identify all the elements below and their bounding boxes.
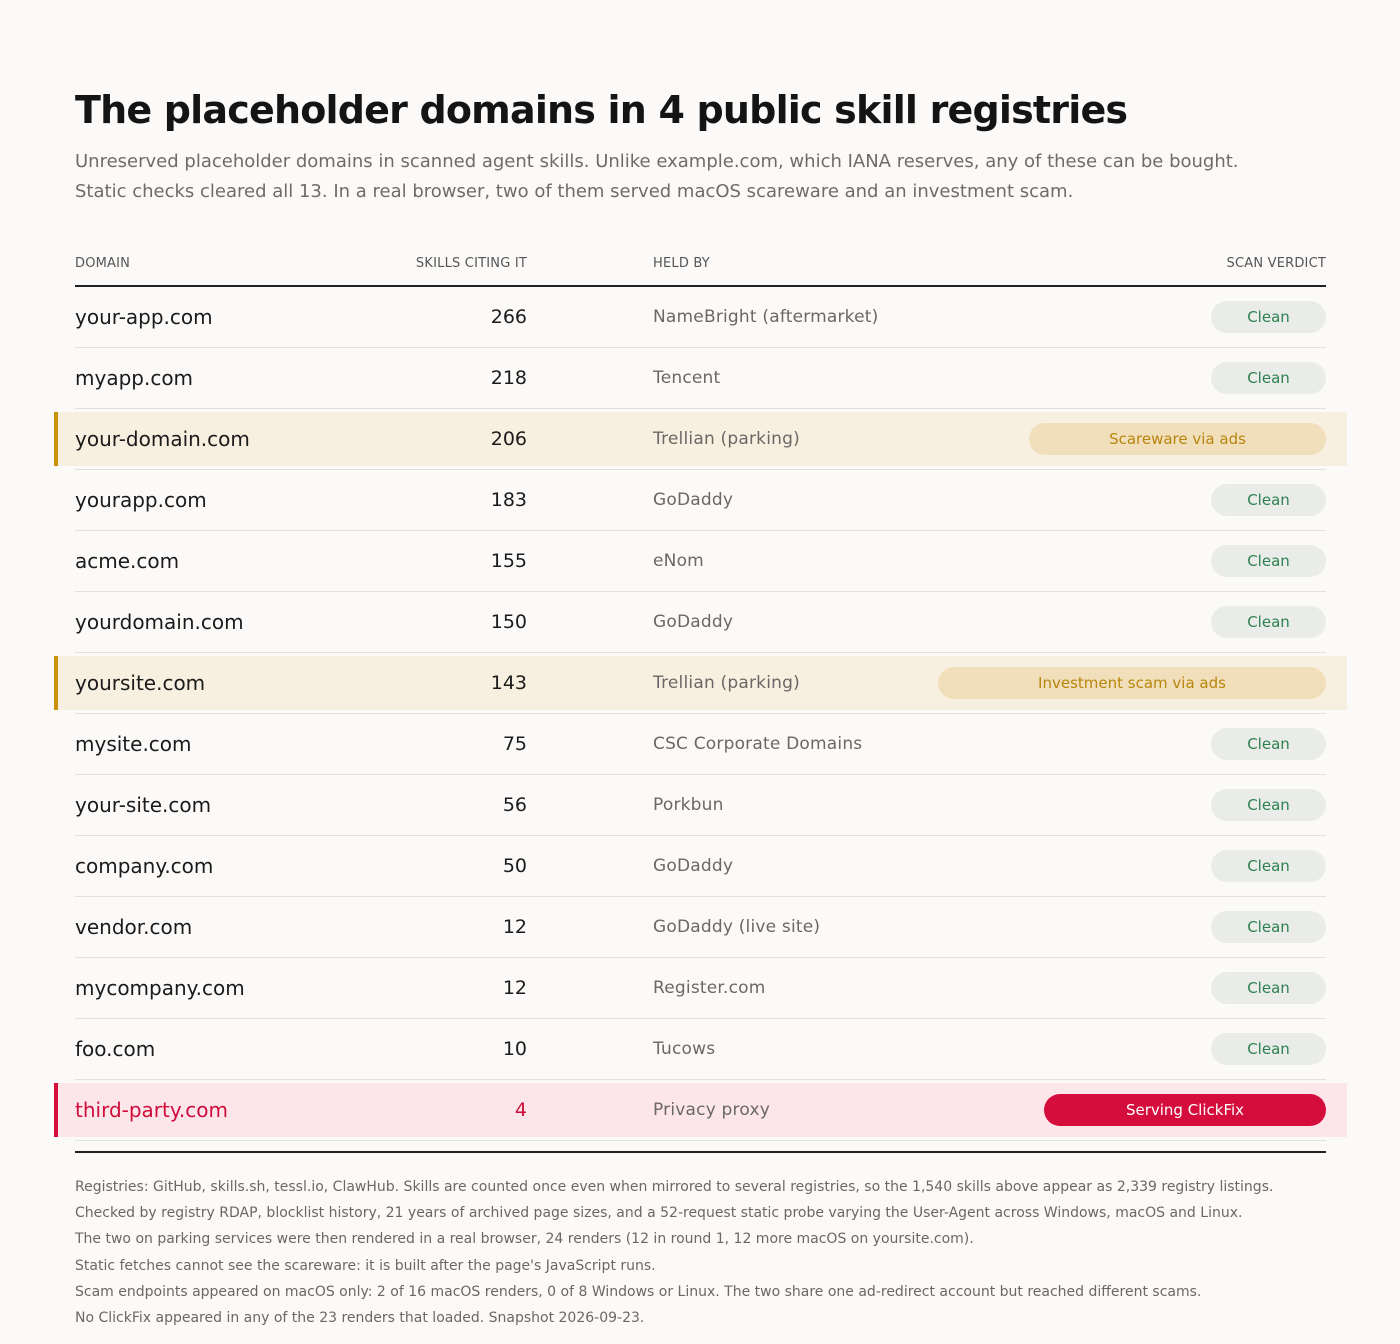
- footnote-line: The two on parking services were then re…: [75, 1231, 974, 1248]
- verdict-badge: Clean: [1211, 850, 1326, 882]
- domain-cell: acme.com: [75, 549, 180, 573]
- skills-count-cell: 206: [490, 428, 527, 450]
- table-row: foo.com 10 Tucows Clean: [75, 1019, 1326, 1080]
- verdict-badge: Investment scam via ads: [938, 667, 1326, 699]
- verdict-badge: Clean: [1211, 606, 1326, 638]
- footnote-line: Static fetches cannot see the scareware:…: [75, 1257, 656, 1274]
- verdict-badge: Clean: [1211, 545, 1326, 577]
- domain-cell: yourapp.com: [75, 488, 207, 512]
- skills-count-cell: 150: [490, 611, 527, 633]
- skills-count-cell: 143: [490, 672, 527, 694]
- page-title: The placeholder domains in 4 public skil…: [75, 88, 1128, 132]
- domain-cell: myapp.com: [75, 366, 194, 390]
- verdict-badge: Clean: [1211, 1033, 1326, 1065]
- table-row: acme.com 155 eNom Clean: [75, 531, 1326, 592]
- verdict-badge: Serving ClickFix: [1044, 1094, 1326, 1126]
- domain-cell: vendor.com: [75, 915, 193, 939]
- domain-cell: your-domain.com: [75, 427, 250, 451]
- column-header-held-by: HELD BY: [653, 256, 710, 271]
- footnote-line: Registries: GitHub, skills.sh, tessl.io,…: [75, 1179, 1274, 1195]
- column-header-verdict: SCAN VERDICT: [1226, 256, 1326, 271]
- skills-count-cell: 266: [490, 306, 527, 328]
- report: The placeholder domains in 4 public skil…: [54, 84, 1347, 1326]
- skills-count-cell: 12: [502, 916, 527, 938]
- domain-cell: mysite.com: [75, 732, 192, 756]
- domain-cell: yourdomain.com: [75, 610, 244, 634]
- footnote-line: Checked by registry RDAP, blocklist hist…: [75, 1205, 1243, 1222]
- table-row: mycompany.com 12 Register.com Clean: [75, 958, 1326, 1019]
- verdict-badge: Clean: [1211, 301, 1326, 333]
- verdict-badge: Clean: [1211, 789, 1326, 821]
- domain-cell: third-party.com: [75, 1098, 228, 1122]
- column-header-domain: DOMAIN: [75, 256, 131, 271]
- held-by-cell: Privacy proxy: [653, 1100, 770, 1120]
- domains-table: DOMAIN SKILLS CITING IT HELD BY SCAN VER…: [54, 252, 1347, 1141]
- domain-cell: company.com: [75, 854, 214, 878]
- table-row: yourapp.com 183 GoDaddy Clean: [75, 470, 1326, 531]
- table-row: yoursite.com 143 Trellian (parking) Investm…: [54, 653, 1347, 714]
- held-by-cell: GoDaddy: [653, 490, 734, 510]
- held-by-cell: eNom: [653, 551, 704, 571]
- table-row: your-domain.com 206 Trellian (parking) Scar…: [54, 409, 1347, 470]
- verdict-badge: Clean: [1211, 972, 1326, 1004]
- verdict-badge: Clean: [1211, 484, 1326, 516]
- table-row: your-app.com 266 NameBright (aftermarket) C…: [75, 287, 1326, 348]
- column-header-skills: SKILLS CITING IT: [415, 256, 527, 271]
- subtitle-line: Static checks cleared all 13. In a real …: [75, 181, 1074, 202]
- skills-count-cell: 183: [490, 489, 527, 511]
- skills-count-cell: 50: [502, 855, 527, 877]
- domain-cell: your-site.com: [75, 793, 212, 817]
- skills-count-cell: 12: [502, 977, 527, 999]
- domain-cell: yoursite.com: [75, 671, 206, 695]
- held-by-cell: GoDaddy: [653, 856, 734, 876]
- table-row: mysite.com 75 CSC Corporate Domains Clean: [75, 714, 1326, 775]
- skills-count-cell: 75: [502, 733, 527, 755]
- skills-count-cell: 56: [502, 794, 527, 816]
- table-body: your-app.com 266 NameBright (aftermarket) C…: [54, 287, 1347, 1141]
- skills-count-cell: 4: [514, 1099, 527, 1121]
- held-by-cell: CSC Corporate Domains: [653, 734, 863, 754]
- skills-count-cell: 155: [490, 550, 527, 572]
- held-by-cell: Register.com: [653, 978, 766, 998]
- held-by-cell: Tencent: [653, 368, 721, 388]
- page-subtitle: Unreserved placeholder domains in scanne…: [75, 147, 1326, 207]
- domain-cell: your-app.com: [75, 305, 213, 329]
- held-by-cell: Tucows: [653, 1039, 716, 1059]
- held-by-cell: GoDaddy: [653, 612, 734, 632]
- verdict-badge: Scareware via ads: [1029, 423, 1326, 455]
- table-bottom-rule: [75, 1151, 1326, 1153]
- footnote-line: Scam endpoints appeared on macOS only: 2…: [75, 1283, 1202, 1300]
- table-header: DOMAIN SKILLS CITING IT HELD BY SCAN VER…: [75, 252, 1326, 287]
- table-row: myapp.com 218 Tencent Clean: [75, 348, 1326, 409]
- skills-count-cell: 10: [502, 1038, 527, 1060]
- verdict-badge: Clean: [1211, 911, 1326, 943]
- verdict-badge: Clean: [1211, 728, 1326, 760]
- verdict-badge: Clean: [1211, 362, 1326, 394]
- subtitle-line: Unreserved placeholder domains in scanne…: [75, 151, 1239, 172]
- table-row: vendor.com 12 GoDaddy (live site) Clean: [75, 897, 1326, 958]
- held-by-cell: Porkbun: [653, 795, 724, 815]
- held-by-cell: Trellian (parking): [653, 429, 800, 449]
- table-row: your-site.com 56 Porkbun Clean: [75, 775, 1326, 836]
- table-row: third-party.com 4 Privacy proxy Serving Cli…: [54, 1080, 1347, 1141]
- table-row: company.com 50 GoDaddy Clean: [75, 836, 1326, 897]
- footnotes: Registries: GitHub, skills.sh, tessl.io,…: [75, 1174, 1326, 1331]
- domain-cell: mycompany.com: [75, 976, 245, 1000]
- held-by-cell: Trellian (parking): [653, 673, 800, 693]
- footnote-line: No ClickFix appeared in any of the 23 re…: [75, 1310, 645, 1327]
- held-by-cell: NameBright (aftermarket): [653, 307, 879, 327]
- domain-cell: foo.com: [75, 1037, 156, 1061]
- skills-count-cell: 218: [490, 367, 527, 389]
- table-row: yourdomain.com 150 GoDaddy Clean: [75, 592, 1326, 653]
- held-by-cell: GoDaddy (live site): [653, 917, 821, 937]
